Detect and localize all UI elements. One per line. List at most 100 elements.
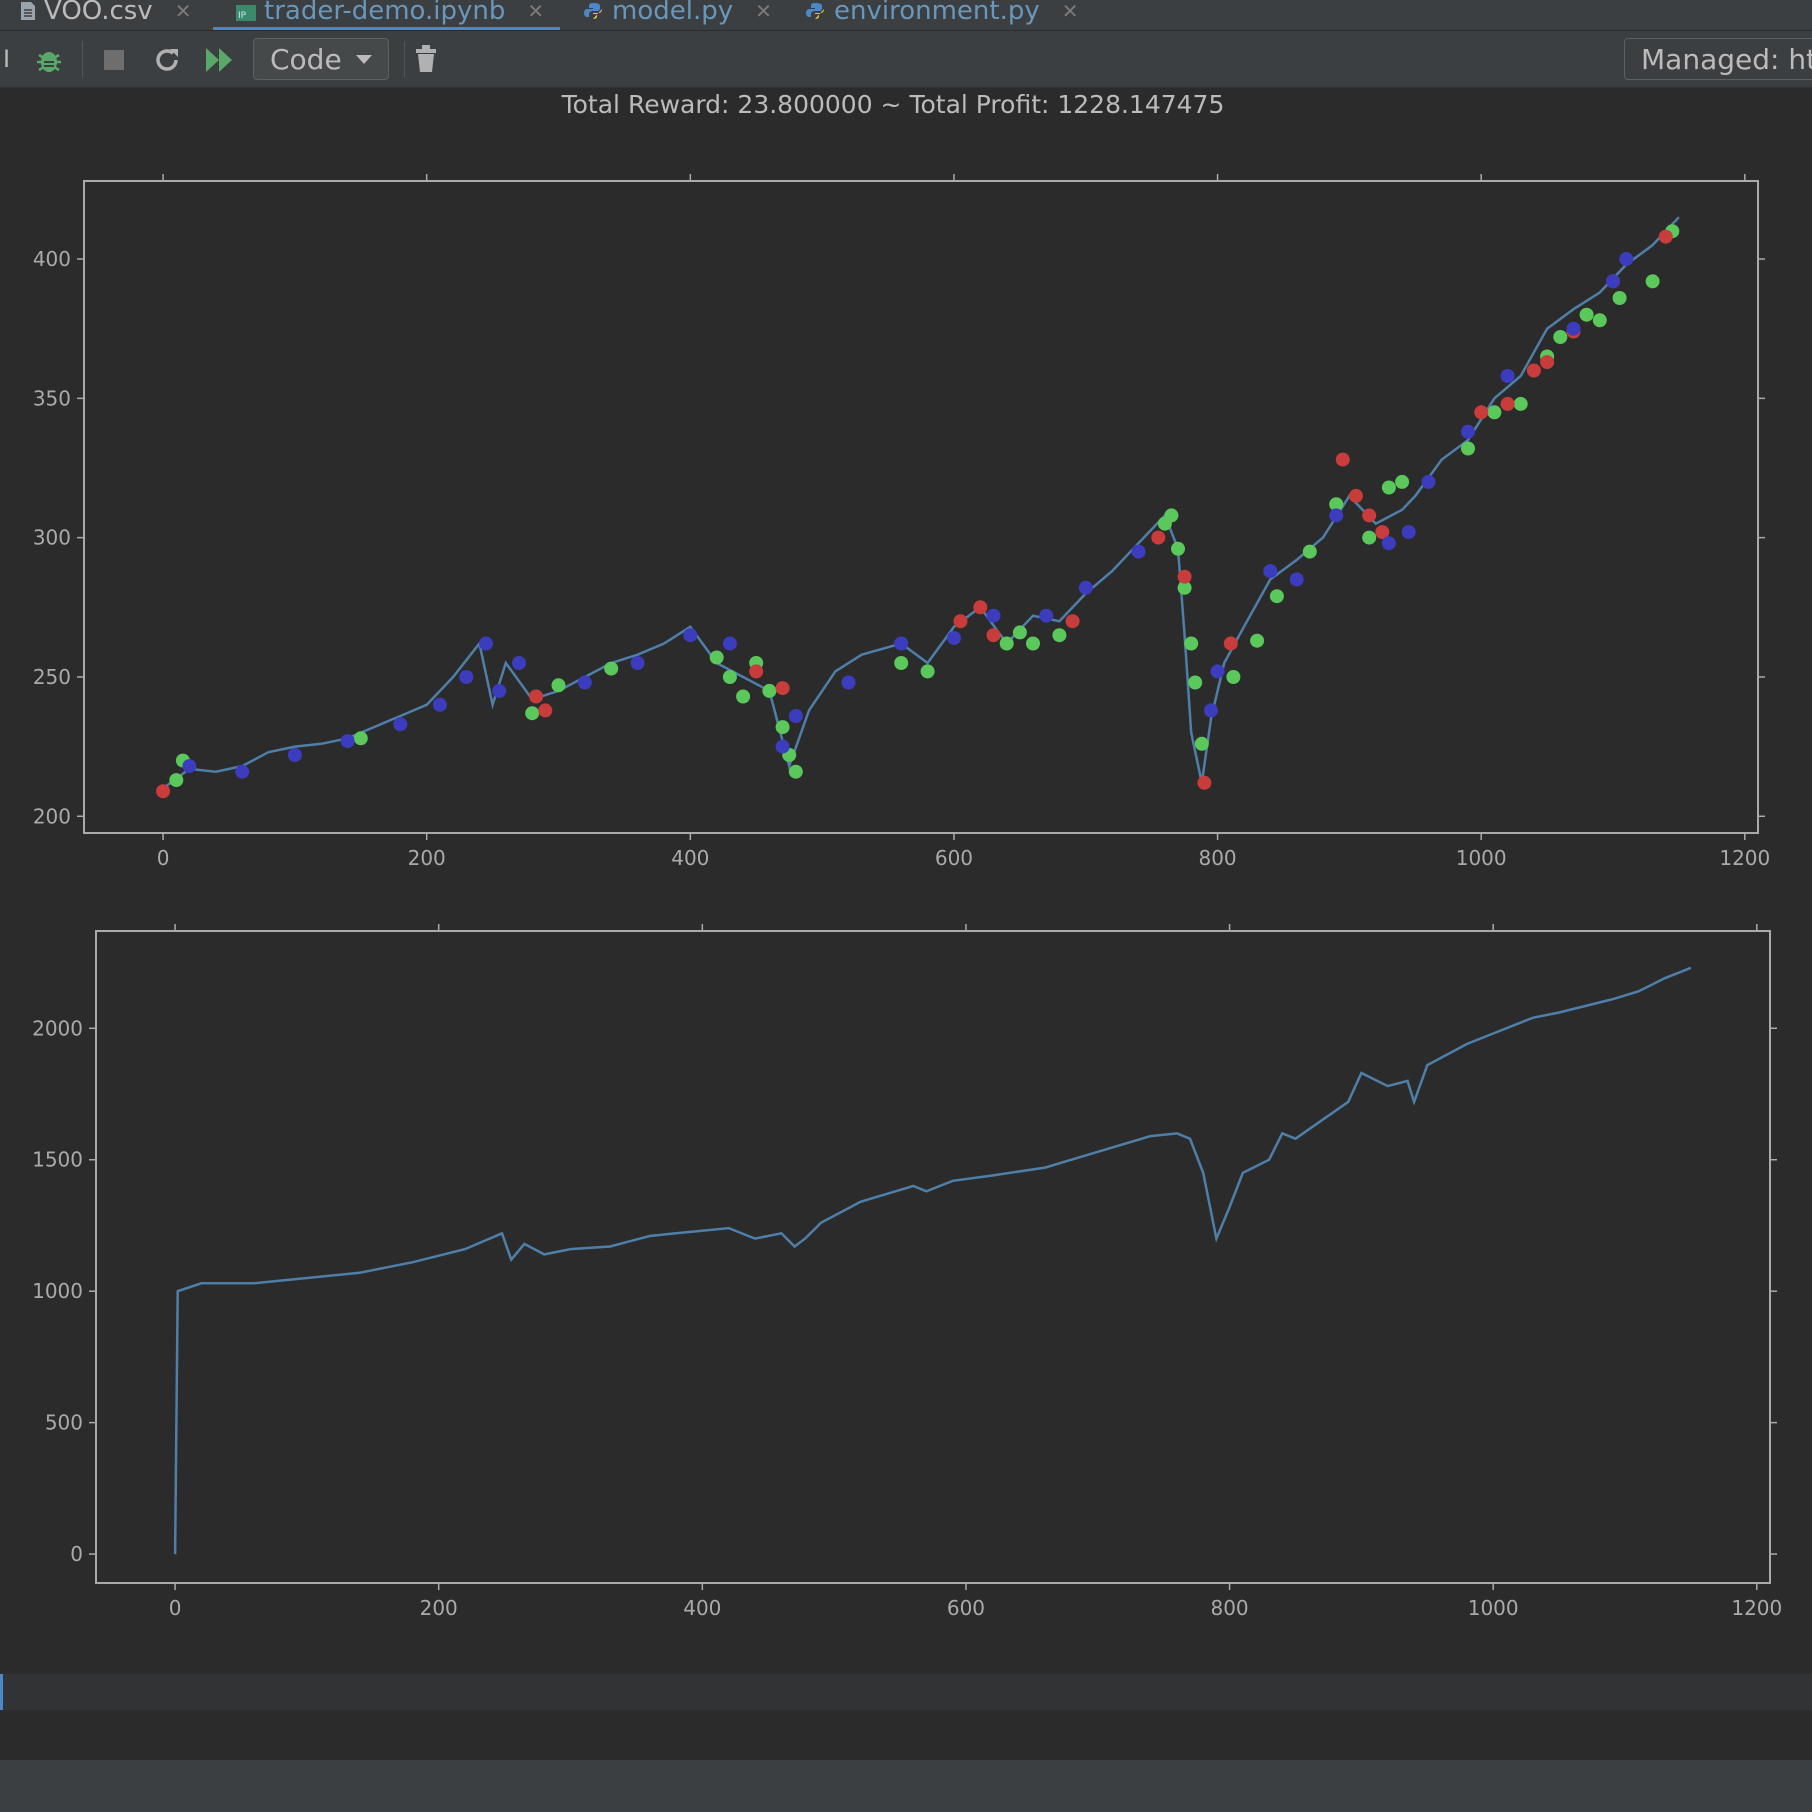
hold-point — [722, 636, 737, 651]
tab-trader-demo[interactable]: IP trader-demo.ipynb ✕ — [230, 0, 544, 30]
buy-point — [1052, 628, 1067, 643]
sell-point — [1500, 396, 1515, 411]
hold-point — [1461, 424, 1475, 439]
buy-point — [525, 706, 540, 721]
cell-selection-marker — [0, 1674, 3, 1710]
hold-point — [630, 656, 645, 670]
buy-point — [1381, 480, 1396, 495]
y-tick-label: 400 — [33, 247, 71, 271]
restart-icon[interactable] — [152, 45, 182, 75]
hold-point — [1078, 580, 1093, 595]
cell-type-dropdown[interactable]: Code — [253, 38, 389, 80]
y-tick-label: 500 — [45, 1411, 83, 1435]
hold-point — [1606, 274, 1620, 289]
close-icon[interactable]: ✕ — [527, 0, 545, 23]
close-icon[interactable]: ✕ — [755, 0, 772, 23]
stop-icon[interactable] — [102, 48, 126, 72]
bottom-panel — [0, 1760, 1812, 1812]
hold-point — [986, 608, 1001, 623]
sell-point — [973, 600, 988, 615]
hold-point — [1131, 544, 1146, 559]
run-all-icon[interactable] — [204, 46, 236, 74]
sell-point — [1349, 488, 1363, 503]
buy-point — [1226, 670, 1241, 684]
buy-point — [709, 650, 724, 665]
hold-point — [788, 709, 803, 723]
buy-point — [1177, 580, 1192, 595]
hold-point — [1619, 252, 1634, 266]
svg-text:IP: IP — [238, 11, 247, 21]
tab-model-py[interactable]: model.py ✕ — [582, 0, 772, 30]
buy-point — [1171, 541, 1185, 556]
sell-point — [156, 784, 171, 799]
hold-point — [1401, 525, 1416, 540]
buy-point — [762, 683, 777, 698]
hold-point — [577, 675, 592, 690]
csv-file-icon — [21, 2, 35, 20]
sell-point — [1658, 229, 1673, 244]
hold-point — [947, 631, 961, 645]
notebook-toolbar: I Code Managed: htt — [0, 31, 1812, 88]
buy-point — [736, 689, 751, 704]
sell-point — [953, 614, 968, 629]
debug-icon[interactable] — [34, 45, 64, 75]
buy-point — [1461, 441, 1475, 456]
hold-point — [459, 670, 474, 684]
kernel-selector[interactable]: Managed: htt — [1624, 38, 1812, 80]
hold-point — [1329, 508, 1344, 523]
hold-point — [1381, 536, 1396, 551]
y-tick-label: 250 — [33, 665, 71, 689]
sell-point — [1335, 452, 1350, 467]
tab-voo-csv[interactable]: VOO.csv ✕ — [20, 0, 191, 30]
x-tick-label: 400 — [683, 1596, 721, 1620]
buy-point — [1184, 636, 1199, 651]
next-cell-input[interactable] — [0, 1674, 1812, 1710]
y-tick-label: 1000 — [32, 1279, 83, 1303]
x-tick-label: 200 — [420, 1596, 458, 1620]
sell-point — [1375, 525, 1390, 540]
sell-point — [1223, 636, 1238, 651]
sell-point — [1151, 530, 1166, 545]
close-icon[interactable]: ✕ — [1061, 0, 1079, 23]
notebook-file-icon: IP — [236, 5, 256, 21]
buy-point — [1329, 497, 1344, 512]
hold-point — [1289, 572, 1304, 587]
buy-point — [1579, 307, 1594, 322]
hold-point — [1263, 564, 1278, 579]
buy-point — [1612, 291, 1627, 305]
hold-point — [340, 734, 355, 749]
tab-label: environment.py — [834, 0, 1040, 26]
trash-icon[interactable] — [414, 44, 438, 74]
hold-point — [393, 717, 408, 732]
y-tick-label: 2000 — [32, 1016, 83, 1040]
x-tick-label: 600 — [947, 1596, 985, 1620]
buy-point — [1362, 530, 1377, 545]
buy-point — [999, 636, 1014, 651]
sell-point — [1362, 508, 1377, 523]
buy-point — [169, 773, 184, 788]
buy-point — [1269, 589, 1284, 604]
buy-point — [788, 764, 803, 779]
text-cursor-icon: I — [3, 45, 11, 73]
sell-point — [749, 664, 764, 679]
tab-label: trader-demo.ipynb — [264, 0, 506, 26]
x-tick-label: 1200 — [1719, 846, 1770, 870]
buy-point — [920, 664, 935, 679]
chevron-down-icon — [356, 55, 372, 64]
hold-point — [479, 636, 493, 651]
tab-environment-py[interactable]: environment.py ✕ — [804, 0, 1079, 30]
python-file-icon — [806, 3, 824, 19]
buy-point — [1513, 396, 1528, 411]
buy-point — [1553, 330, 1568, 344]
active-tab-indicator — [213, 27, 560, 30]
x-tick-label: 600 — [935, 846, 973, 870]
sell-point — [775, 681, 790, 696]
buy-point — [1302, 544, 1317, 559]
buy-point — [1395, 474, 1410, 489]
buy-point — [604, 661, 619, 676]
y-tick-label: 300 — [33, 526, 71, 550]
close-icon[interactable]: ✕ — [174, 0, 192, 23]
python-file-icon — [584, 3, 602, 19]
sell-point — [1526, 363, 1541, 378]
